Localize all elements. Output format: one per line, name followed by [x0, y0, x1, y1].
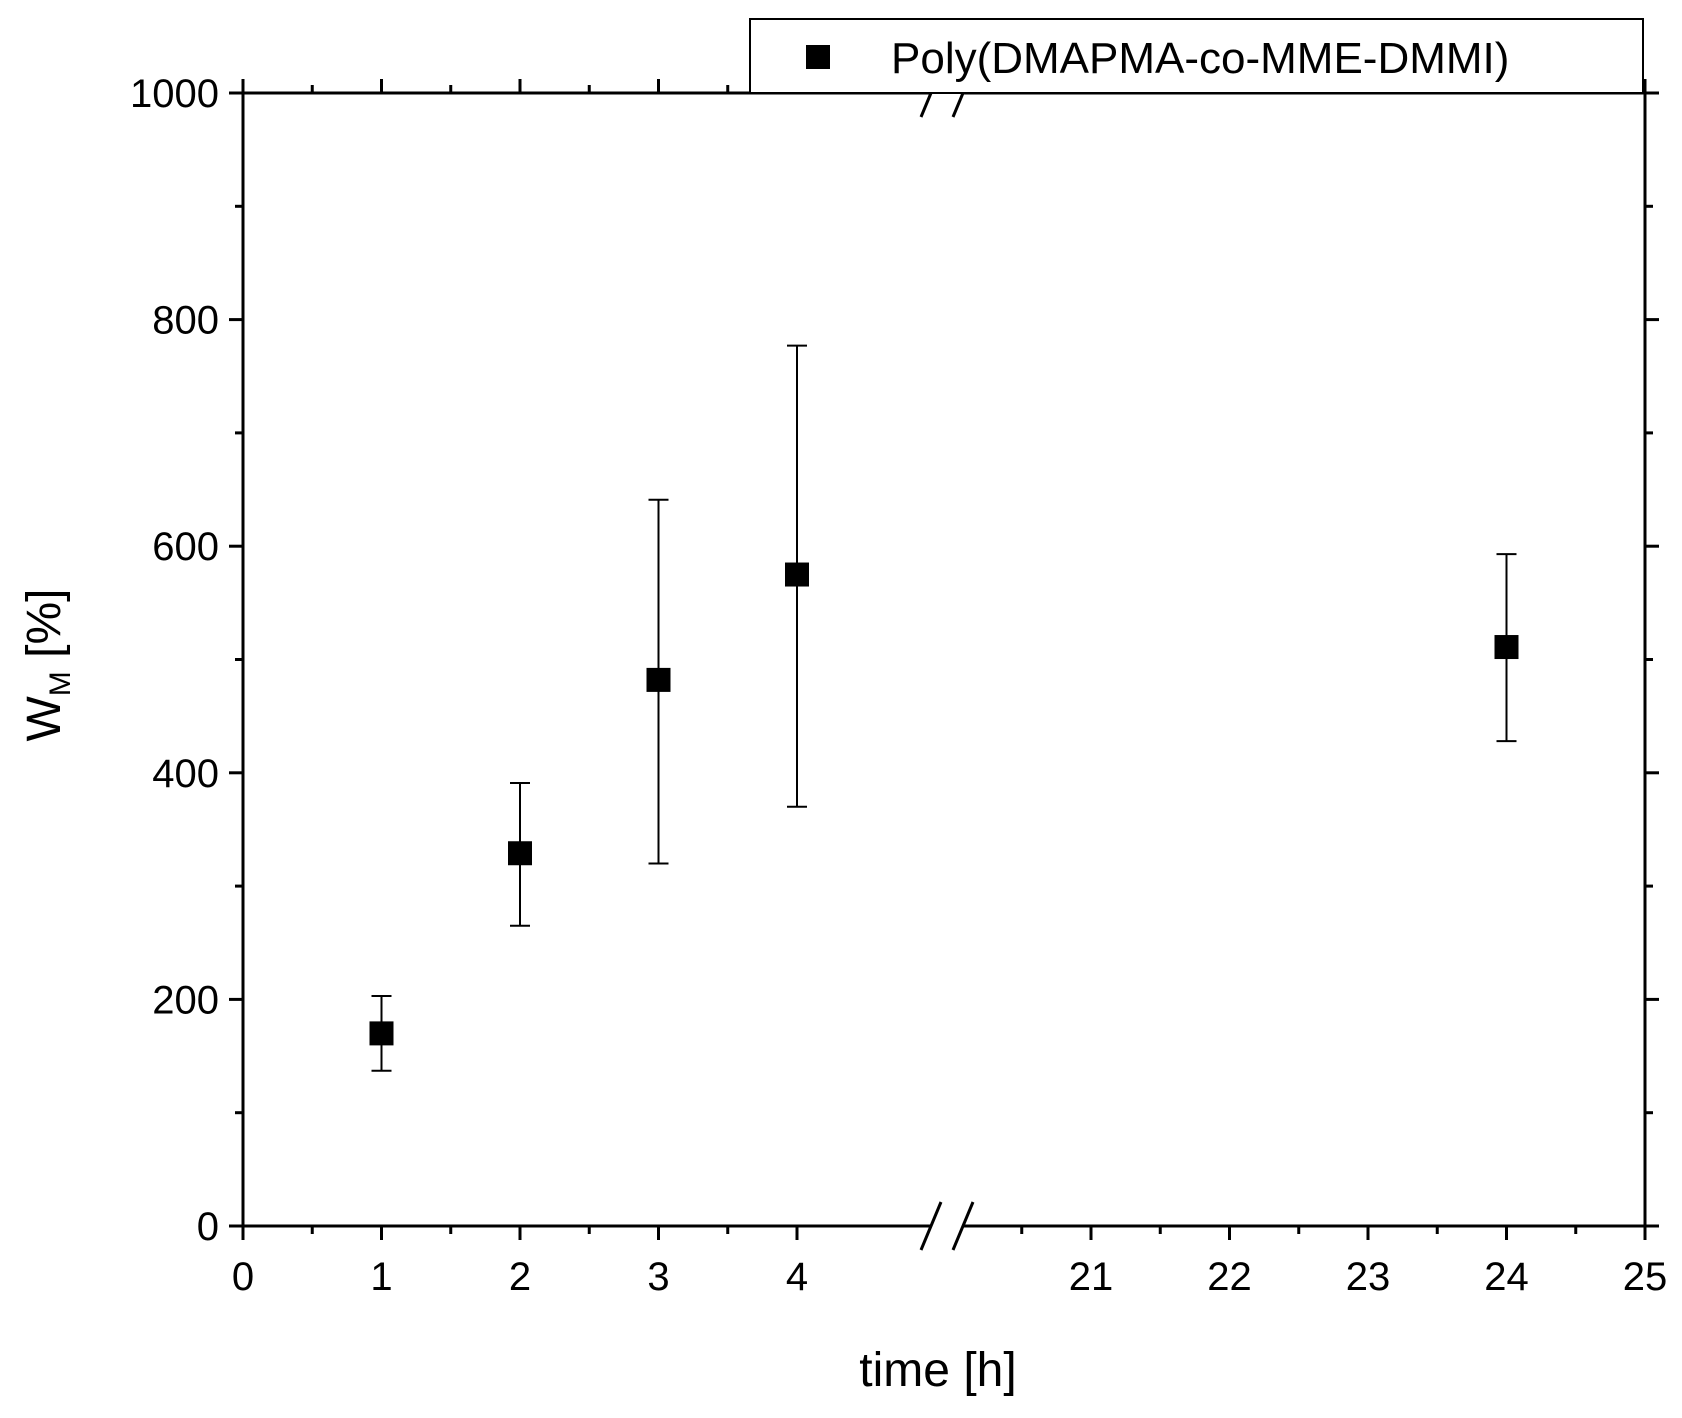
- axis-break-mark: [951, 1201, 975, 1251]
- x-tick-labels: 0 1 2 3 4 21 22 23 24 25: [232, 1255, 1667, 1299]
- legend-box: [749, 18, 1644, 94]
- x-tick-label: 23: [1346, 1255, 1391, 1299]
- y-tick-label: 400: [152, 752, 219, 796]
- axes: [229, 68, 1659, 1251]
- x-tick-label: 0: [232, 1255, 254, 1299]
- y-tick-label: 800: [152, 299, 219, 343]
- legend: Poly(DMAPMA-co-MME-DMMI): [749, 18, 1644, 94]
- data-point: [369, 1021, 394, 1046]
- data-point: [1494, 635, 1519, 660]
- data-markers: [369, 562, 1519, 1046]
- x-tick-label: 2: [509, 1255, 531, 1299]
- x-tick-label: 1: [370, 1255, 392, 1299]
- x-axis-title: time [h]: [859, 1344, 1016, 1397]
- y-tick-label: 0: [197, 1205, 219, 1249]
- x-tick-label: 24: [1484, 1255, 1529, 1299]
- y-tick-label: 600: [152, 525, 219, 569]
- y-tick-label: 200: [152, 978, 219, 1022]
- x-tick-label: 22: [1207, 1255, 1252, 1299]
- x-tick-label: 4: [786, 1255, 808, 1299]
- x-tick-label: 25: [1623, 1255, 1668, 1299]
- x-tick-label: 3: [647, 1255, 669, 1299]
- axis-break-mark: [919, 1201, 943, 1251]
- data-point: [646, 667, 671, 692]
- error-bars: [371, 344, 1517, 1072]
- y-tick-labels: 0 200 400 600 800 1000: [130, 72, 219, 1249]
- data-point: [785, 562, 809, 587]
- y-tick-label: 1000: [130, 72, 219, 116]
- data-point: [508, 841, 532, 866]
- legend-label: Poly(DMAPMA-co-MME-DMMI): [891, 34, 1509, 83]
- legend-marker: [806, 45, 830, 69]
- x-tick-label: 21: [1069, 1255, 1114, 1299]
- y-axis-title-subscript: M: [44, 671, 77, 696]
- y-axis-title: WM [%]: [18, 589, 77, 742]
- y-axis-title-main: W: [18, 696, 71, 742]
- y-axis-title-unit: [%]: [18, 589, 71, 672]
